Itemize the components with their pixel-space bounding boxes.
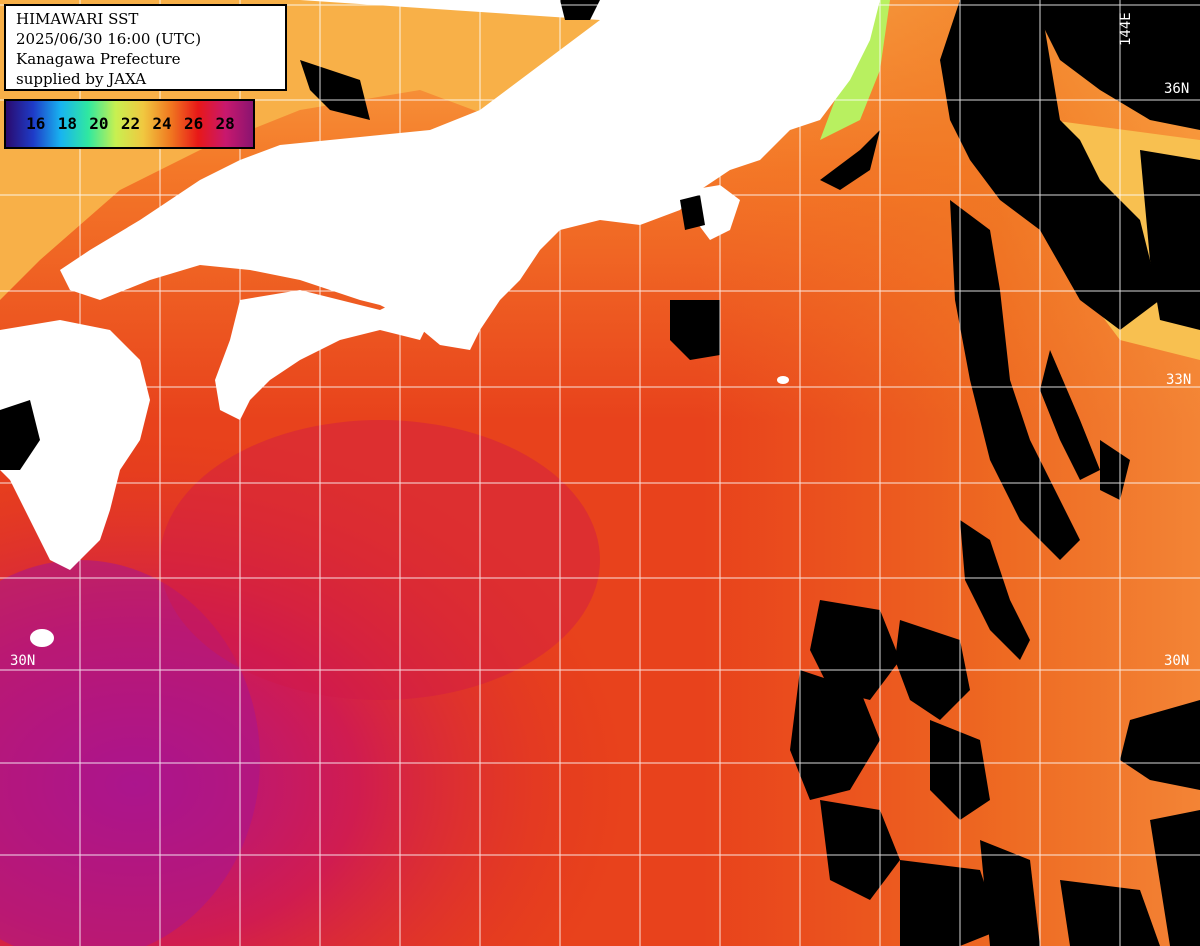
colorbar-ticks: 16 18 20 22 24 26 28: [6, 114, 253, 133]
colorbar-tick: 20: [89, 114, 109, 133]
colorbar-tick: 18: [57, 114, 77, 133]
info-box: HIMAWARI SST 2025/06/30 16:00 (UTC) Kana…: [4, 4, 287, 91]
land-honshu: [60, 0, 880, 350]
colorbar-tick: 28: [215, 114, 235, 133]
info-credit: supplied by JAXA: [16, 70, 147, 88]
colorbar-tick: 22: [120, 114, 141, 133]
colorbar-legend: 16 18 20 22 24 26 28: [4, 99, 255, 149]
land-small-island: [777, 376, 789, 384]
sea-hot-core: [0, 560, 260, 946]
info-region: Kanagawa Prefecture: [16, 50, 181, 68]
land-tanegashima: [30, 629, 54, 647]
lat-label-30n-right: 30N: [1164, 653, 1190, 669]
colorbar-tick: 26: [183, 114, 204, 133]
land-shikoku: [215, 290, 430, 420]
colorbar-tick: 16: [26, 114, 46, 133]
info-datetime: 2025/06/30 16:00 (UTC): [16, 30, 202, 48]
lon-label-144e: 144E: [1118, 12, 1134, 46]
lat-label-30n-left: 30N: [10, 653, 36, 669]
sea-warm-core: [160, 420, 600, 700]
info-title: HIMAWARI SST: [16, 10, 139, 28]
land-kyushu: [0, 320, 150, 570]
lat-label-33-left: 33: [10, 372, 27, 388]
lat-label-33n-right: 33N: [1166, 372, 1192, 388]
lat-label-36n: 36N: [1164, 81, 1190, 97]
land-izu-peninsula: [690, 185, 740, 240]
colorbar-tick: 24: [152, 114, 172, 133]
